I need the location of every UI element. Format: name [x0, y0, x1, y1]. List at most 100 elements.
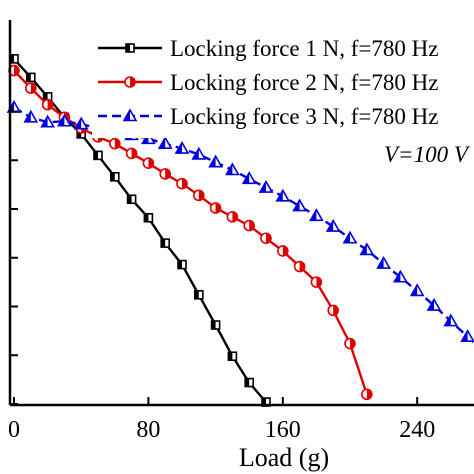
marker-half-fill	[41, 116, 48, 127]
marker-half-fill	[360, 243, 367, 255]
x-axis-title: Load (g)	[239, 443, 329, 472]
data-point	[344, 337, 356, 350]
marker-half-fill	[194, 290, 199, 299]
data-point	[409, 283, 425, 297]
data-point	[40, 114, 55, 128]
marker-half-fill	[30, 83, 36, 94]
data-point	[241, 171, 257, 185]
marker-half-fill	[148, 158, 154, 169]
marker-half-fill	[316, 277, 322, 288]
x-tick-label: 0	[8, 417, 20, 443]
marker-half-fill	[192, 148, 199, 159]
marker-half-fill	[310, 209, 317, 221]
data-point	[25, 72, 36, 83]
marker-half-fill	[299, 261, 305, 272]
marker-half-fill	[226, 164, 233, 175]
marker-half-fill	[428, 299, 434, 311]
data-point	[191, 146, 207, 160]
legend-item-1: Locking force 1 N, f=780 Hz	[98, 36, 438, 61]
marker-half-fill	[144, 213, 149, 222]
legend-label: Locking force 1 N, f=780 Hz	[170, 36, 438, 61]
data-point	[243, 219, 255, 232]
voltage-annotation: V=100 V	[384, 142, 471, 167]
marker-half-fill	[262, 398, 266, 407]
legend-item-2: Locking force 2 N, f=780 Hz	[98, 70, 438, 95]
data-point	[157, 136, 173, 149]
data-point	[293, 260, 306, 273]
marker-half-fill	[47, 99, 53, 110]
marker-half-fill	[75, 118, 82, 129]
data-point	[159, 168, 171, 180]
marker-half-fill	[182, 178, 187, 189]
marker-half-fill	[282, 245, 288, 256]
data-point	[93, 150, 103, 161]
data-point	[227, 351, 238, 362]
marker-half-fill	[159, 137, 166, 149]
marker-half-fill	[77, 129, 82, 138]
marker-half-fill	[10, 54, 14, 63]
marker-half-fill	[228, 352, 233, 361]
data-point	[393, 269, 408, 283]
series-3	[6, 99, 474, 345]
marker-half-fill	[344, 232, 350, 243]
data-point	[460, 329, 474, 343]
data-point	[193, 189, 205, 202]
marker-half-fill	[377, 257, 384, 269]
x-tick-label: 240	[399, 417, 435, 443]
data-point	[209, 202, 222, 214]
data-point	[194, 289, 204, 300]
marker-half-fill	[130, 77, 135, 87]
data-point	[210, 320, 221, 330]
data-point	[443, 313, 459, 327]
legend-label: Locking force 3 N, f=780 Hz	[170, 104, 438, 129]
data-point	[174, 140, 190, 154]
data-point	[258, 179, 274, 193]
legend-swatch-marker	[124, 76, 136, 88]
marker-half-fill	[276, 190, 283, 201]
data-point	[342, 230, 358, 244]
marker-half-fill	[127, 195, 132, 204]
marker-half-fill	[14, 65, 19, 76]
data-point	[275, 188, 291, 202]
data-point	[376, 255, 391, 269]
data-point	[176, 177, 188, 190]
legend-item-3: Locking force 3 N, f=780 Hz	[98, 104, 438, 129]
marker-half-fill	[333, 305, 339, 316]
data-point	[126, 194, 137, 205]
data-point	[73, 116, 89, 130]
data-point	[8, 64, 20, 77]
x-tick-label: 80	[136, 417, 160, 443]
legend-swatch-marker	[122, 108, 138, 122]
marker-half-fill	[114, 138, 120, 149]
data-point	[110, 172, 120, 182]
marker-half-fill	[209, 156, 216, 167]
marker-half-fill	[266, 233, 271, 244]
marker-half-fill	[94, 151, 98, 160]
marker-half-fill	[411, 284, 418, 296]
marker-half-fill	[366, 389, 372, 400]
marker-half-fill	[293, 200, 300, 211]
data-point	[310, 276, 323, 288]
marker-half-fill	[243, 172, 250, 184]
data-point	[226, 211, 239, 223]
data-point	[426, 297, 442, 311]
data-point	[160, 238, 170, 248]
marker-half-fill	[245, 378, 250, 387]
data-point	[244, 377, 254, 388]
marker-half-fill	[110, 172, 115, 181]
marker-half-fill	[249, 220, 255, 231]
data-point	[327, 304, 340, 317]
marker-half-fill	[176, 142, 182, 154]
data-point	[292, 198, 307, 212]
series-layer	[6, 54, 474, 407]
data-point	[109, 137, 121, 150]
data-point	[260, 232, 272, 245]
marker-half-fill	[58, 115, 65, 126]
legend-swatch-marker	[125, 43, 135, 53]
data-point	[225, 162, 240, 176]
marker-half-fill	[232, 211, 238, 222]
marker-half-fill	[178, 260, 182, 269]
marker-half-fill	[124, 110, 130, 121]
data-point	[359, 242, 375, 256]
